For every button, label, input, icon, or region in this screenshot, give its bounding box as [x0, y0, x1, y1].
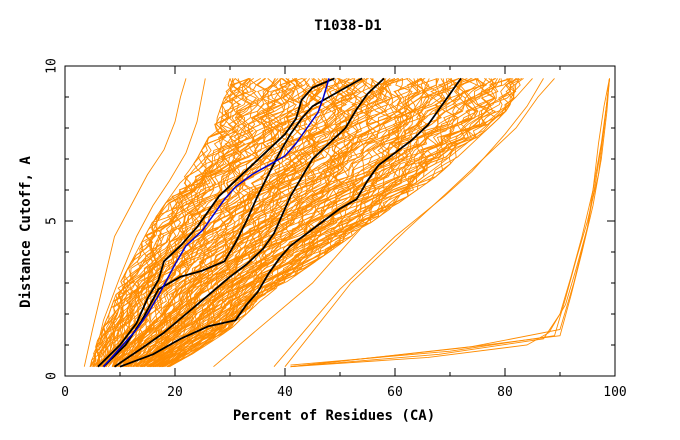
model-curve	[139, 78, 418, 367]
model-curve	[100, 78, 296, 368]
model-curve	[127, 78, 373, 368]
model-curve	[136, 78, 419, 368]
model-curve	[90, 78, 251, 367]
model-curve	[159, 78, 499, 368]
x-tick-label: 0	[61, 385, 69, 400]
highlighted-models	[97, 77, 462, 368]
model-curve	[146, 77, 468, 368]
x-tick-label: 100	[603, 385, 626, 400]
model-curve	[114, 78, 326, 367]
model-curve	[118, 78, 341, 368]
model-curve	[159, 78, 496, 368]
far-model-4	[290, 78, 610, 368]
reference-model	[102, 78, 330, 368]
model-curve	[132, 78, 413, 368]
blue-model	[102, 78, 330, 368]
x-tick-label: 60	[387, 385, 403, 400]
model-curve	[150, 78, 453, 368]
x-tick-label: 80	[497, 385, 513, 400]
model-curve	[107, 78, 326, 367]
far-model-5	[290, 78, 610, 368]
outlier-5	[92, 78, 206, 367]
y-axis: 0 5 10	[45, 58, 615, 380]
outlier-1	[213, 78, 533, 368]
model-curve	[96, 78, 249, 367]
outlier-4	[83, 78, 187, 367]
y-tick-label: 0	[45, 372, 60, 380]
plot-area	[83, 77, 610, 368]
model-curve	[144, 78, 426, 367]
black-model-4	[119, 77, 462, 368]
model-curve	[116, 78, 340, 368]
extra-models	[83, 78, 610, 368]
model-curve	[111, 78, 307, 367]
model-curve	[104, 78, 296, 367]
model-curve	[159, 77, 510, 368]
model-curve	[137, 78, 422, 368]
model-curve	[164, 78, 498, 368]
far-model-1	[290, 78, 610, 368]
x-axis: 0 20 40 60 80 100	[61, 66, 627, 400]
model-curve	[167, 78, 518, 368]
model-curve	[160, 78, 517, 368]
model-curve	[102, 78, 290, 367]
black-model-2	[102, 77, 363, 368]
model-curve	[126, 78, 364, 368]
x-tick-label: 20	[167, 385, 183, 400]
model-curve	[136, 78, 401, 367]
model-curve	[135, 77, 399, 367]
model-curve	[152, 77, 479, 368]
model-curve	[105, 78, 285, 367]
model-curve	[117, 77, 354, 367]
model-curve	[132, 77, 396, 367]
model-curve	[97, 78, 261, 367]
model-curve	[155, 78, 497, 368]
y-tick-label: 5	[45, 217, 60, 225]
model-ensemble-band	[89, 77, 524, 368]
black-model-1	[97, 77, 335, 368]
black-model-3	[113, 77, 385, 368]
outlier-2	[273, 78, 544, 367]
x-tick-label: 40	[277, 385, 293, 400]
far-model-3	[290, 78, 610, 366]
model-curve	[128, 78, 377, 367]
chart-title: T1038-D1	[314, 18, 381, 34]
model-curve	[99, 78, 282, 367]
y-tick-label: 10	[45, 58, 60, 74]
outlier-3	[284, 78, 555, 367]
model-curve	[111, 78, 310, 367]
y-axis-label: Distance Cutoff, A	[18, 156, 34, 308]
x-axis-label: Percent of Residues (CA)	[233, 408, 435, 424]
model-curve	[141, 78, 412, 368]
